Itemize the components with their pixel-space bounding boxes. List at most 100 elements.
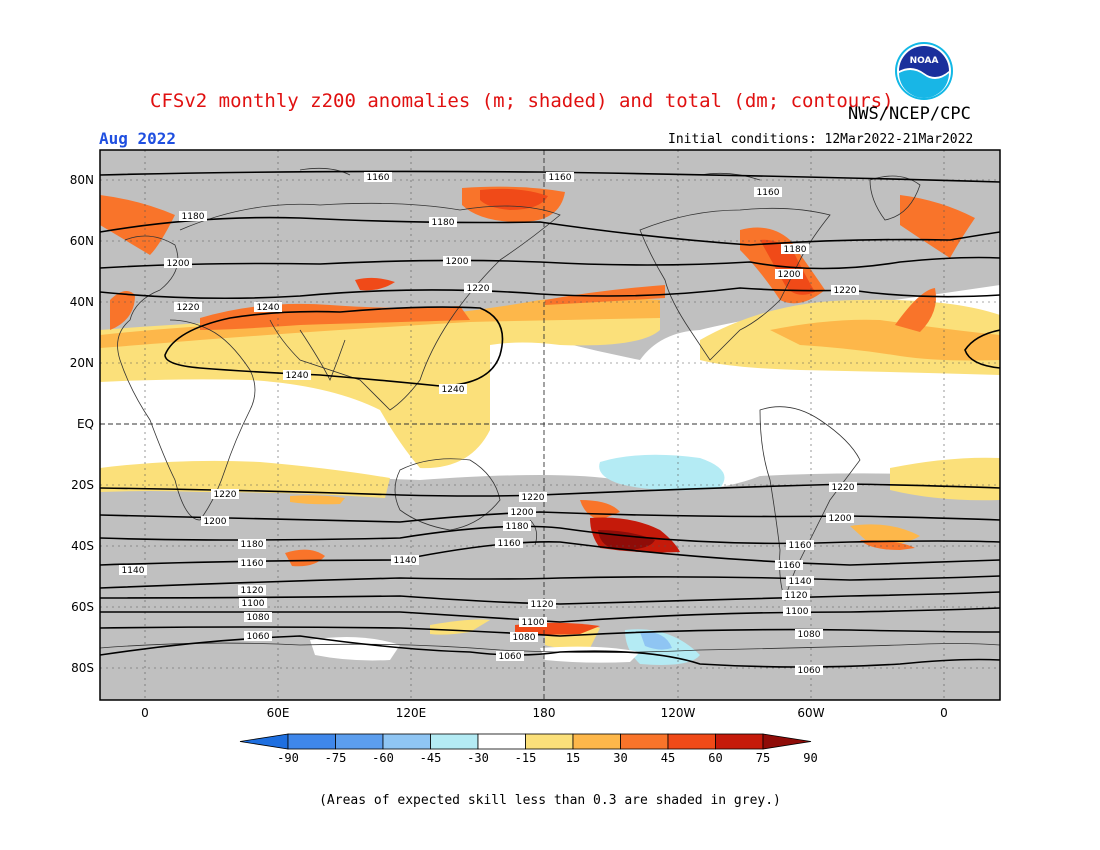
contour-label-bg (503, 521, 531, 531)
contour-label: 1200 (167, 259, 190, 269)
colorbar-tick-label: 60 (708, 751, 722, 765)
contour-label: 1080 (513, 633, 536, 643)
contour-label: 1240 (286, 371, 309, 381)
contour-label-bg (795, 665, 823, 675)
forecast-month: Aug 2022 (99, 129, 177, 148)
contour-label-bg (244, 631, 272, 641)
contour-label-bg (201, 516, 229, 526)
lat-label: 20N (70, 356, 94, 370)
contour-label-bg (211, 489, 239, 499)
contour-label-bg (179, 211, 207, 221)
colorbar-tick-label: -60 (372, 751, 394, 765)
contour-label-bg (429, 217, 457, 227)
contour-label: 1220 (177, 303, 200, 313)
colorbar-segment (382, 733, 431, 750)
lon-label: 120E (396, 706, 427, 720)
contour-label-bg (244, 612, 272, 622)
contour-label: 1160 (789, 541, 812, 551)
colorbar-tick-label: -30 (467, 751, 489, 765)
agency-label: NWS/NCEP/CPC (848, 104, 971, 124)
contour-label: 1120 (531, 600, 554, 610)
lat-label: 80S (71, 661, 94, 675)
contour-label: 1160 (241, 559, 264, 569)
contour-label-bg (775, 560, 803, 570)
contour-label: 1060 (247, 632, 270, 642)
colorbar-tick-label: -90 (277, 751, 299, 765)
longitude-labels: 0 60E 120E 180 120W 60W 0 (141, 706, 948, 720)
initial-conditions: Initial conditions: 12Mar2022-21Mar2022 (668, 132, 974, 147)
colorbar-segment (430, 733, 479, 750)
contour-label-bg (831, 285, 859, 295)
anomaly-30-45 (100, 297, 1000, 545)
contour-label-bg (496, 651, 524, 661)
lat-label: 60S (71, 600, 94, 614)
map-frame (99, 149, 1001, 701)
contour-label-bg (391, 555, 419, 565)
contour-label-bg (283, 370, 311, 380)
colorbar-segment (620, 733, 669, 750)
contour-label: 1140 (122, 566, 145, 576)
contour-label: 1220 (834, 286, 857, 296)
contour-label-bg (119, 565, 147, 575)
contour-label: 1060 (499, 652, 522, 662)
contour-label: 1200 (778, 270, 801, 280)
noaa-logo-icon: NOAA (895, 42, 953, 100)
contour-label: 1060 (798, 666, 821, 676)
colorbar-tick-label: -15 (515, 751, 537, 765)
colorbar-tick-label: 45 (661, 751, 675, 765)
contour-label-bg (783, 606, 811, 616)
contour-label-bg (238, 558, 266, 568)
lat-label: 60N (70, 234, 94, 248)
chart-title: CFSv2 monthly z200 anomalies (m; shaded)… (150, 90, 894, 112)
contour-label: 1200 (446, 257, 469, 267)
contour-label: 1100 (786, 607, 809, 617)
contour-label-bg (795, 629, 823, 639)
contour-label: 1100 (242, 599, 265, 609)
lon-label: 180 (533, 706, 556, 720)
colorbar: -90 -75 -60 -45 -30 -15 15 30 45 60 75 90 (239, 733, 818, 765)
colorbar-arrow-left (239, 733, 289, 750)
contour-label: 1220 (832, 483, 855, 493)
lat-label: EQ (77, 417, 94, 431)
contour-label-bg (443, 256, 471, 266)
contour-label: 1200 (204, 517, 227, 527)
contour-label-bg (510, 632, 538, 642)
contour-label-bg (238, 539, 266, 549)
anomaly-negative (599, 454, 725, 665)
contour-label: 1120 (241, 586, 264, 596)
colorbar-tick-label: 15 (566, 751, 580, 765)
contour-label: 1120 (785, 591, 808, 601)
contour-label-bg (546, 172, 574, 182)
contour-label-bg (781, 244, 809, 254)
contour-label-bg (254, 302, 282, 312)
contour-label: 1160 (498, 539, 521, 549)
latitude-labels: 80N 60N 40N 20N EQ 20S 40S 60S 80S (70, 173, 94, 675)
contour-label-bg (495, 538, 523, 548)
lat-label: 80N (70, 173, 94, 187)
contour-label: 1220 (214, 490, 237, 500)
colorbar-tick-label: -75 (325, 751, 347, 765)
colorbar-segment (287, 733, 336, 750)
colorbar-arrow-right (762, 733, 812, 750)
colorbar-segment (667, 733, 716, 750)
contour-label: 1160 (549, 173, 572, 183)
height-contours (100, 170, 1000, 668)
contour-label-bg (508, 507, 536, 517)
contour-label: 1220 (522, 493, 545, 503)
contour-label: 1160 (367, 173, 390, 183)
contour-label-bg (364, 172, 392, 182)
svg-text:NOAA: NOAA (910, 56, 939, 66)
contour-labels: 1160 1180 1180 1160 1160 1200 1200 1200 1220 1220… (119, 172, 859, 676)
caption: (Areas of expected skill less than 0.3 a… (319, 793, 781, 808)
colorbar-tick-label: 75 (756, 751, 770, 765)
contour-label-bg (786, 540, 814, 550)
colorbar-tick-label: 90 (803, 751, 817, 765)
contour-label: 1180 (506, 522, 529, 532)
lon-label: 60E (267, 706, 290, 720)
colorbar-segment (525, 733, 574, 750)
contour-label-bg (829, 482, 857, 492)
contour-label: 1140 (394, 556, 417, 566)
contour-label-bg (164, 258, 192, 268)
contour-label-bg (464, 283, 492, 293)
